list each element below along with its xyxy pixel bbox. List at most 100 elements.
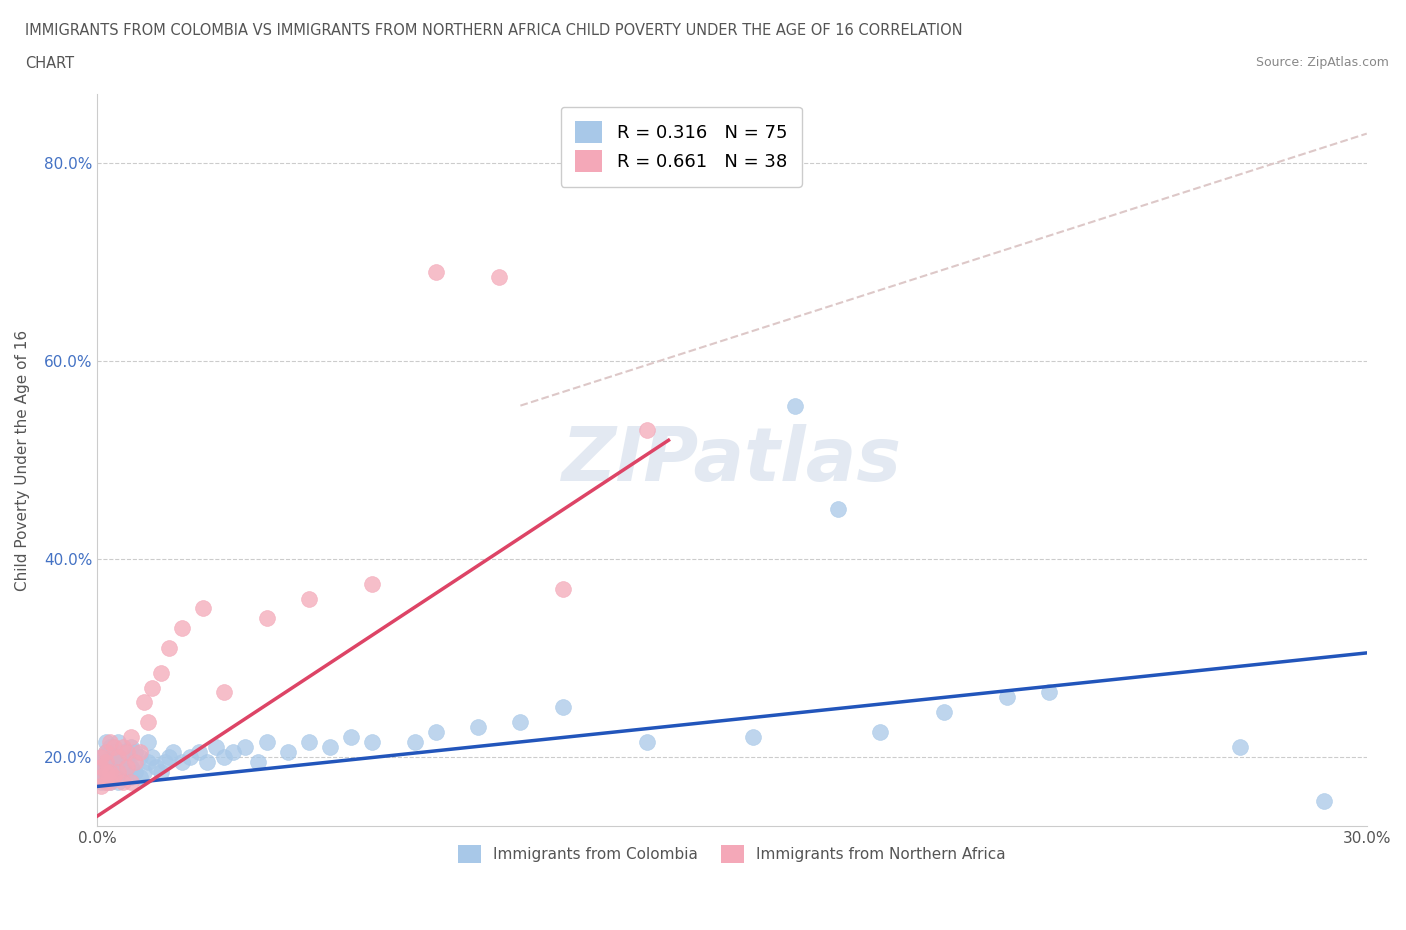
Point (361, 577, 384, 591)
Point (90, 764, 112, 779)
Point (467, 720, 489, 735)
Point (98, 764, 121, 779)
Point (157, 750, 180, 764)
Point (551, 700, 574, 715)
Point (103, 769, 125, 784)
Point (94, 754, 117, 769)
Point (170, 620, 193, 635)
Point (103, 744, 125, 759)
Point (103, 771, 125, 786)
Point (149, 764, 172, 779)
Point (111, 744, 134, 759)
Point (124, 754, 146, 769)
Y-axis label: Child Poverty Under the Age of 16: Child Poverty Under the Age of 16 (15, 329, 30, 591)
Point (107, 750, 129, 764)
Point (98, 774, 121, 789)
Point (98, 759, 121, 774)
Point (132, 764, 155, 779)
Point (128, 769, 150, 784)
Point (107, 735, 129, 750)
Point (204, 739, 226, 754)
Point (932, 705, 955, 720)
Point (256, 611, 278, 626)
Point (98, 735, 121, 750)
Point (94, 744, 117, 759)
Point (115, 759, 138, 774)
Point (551, 581, 574, 596)
Point (153, 754, 176, 769)
Point (132, 695, 155, 710)
Text: CHART: CHART (25, 56, 75, 71)
Point (221, 744, 243, 759)
Point (742, 729, 765, 744)
Point (277, 744, 299, 759)
Point (212, 685, 235, 700)
Point (340, 729, 363, 744)
Point (145, 759, 167, 774)
Point (298, 591, 321, 606)
Point (124, 764, 146, 779)
Point (1038, 685, 1060, 700)
Point (107, 764, 129, 779)
Point (103, 739, 125, 754)
Point (98, 764, 121, 779)
Point (141, 680, 163, 695)
Point (94, 769, 117, 784)
Point (256, 735, 278, 750)
Point (90, 750, 112, 764)
Point (995, 690, 1018, 705)
Point (90, 759, 112, 774)
Point (128, 744, 150, 759)
Point (361, 735, 384, 750)
Point (785, 398, 807, 413)
Point (187, 744, 209, 759)
Point (111, 769, 134, 784)
Point (128, 750, 150, 764)
Point (509, 715, 531, 730)
Text: IMMIGRANTS FROM COLOMBIA VS IMMIGRANTS FROM NORTHERN AFRICA CHILD POVERTY UNDER : IMMIGRANTS FROM COLOMBIA VS IMMIGRANTS F… (25, 23, 963, 38)
Point (98, 774, 121, 789)
Point (103, 754, 125, 769)
Point (247, 754, 270, 769)
Point (120, 774, 142, 789)
Legend: Immigrants from Colombia, Immigrants from Northern Africa: Immigrants from Colombia, Immigrants fro… (453, 839, 1012, 870)
Point (298, 735, 321, 750)
Point (90, 779, 112, 794)
Point (425, 265, 447, 280)
Point (111, 739, 134, 754)
Point (195, 754, 218, 769)
Point (94, 759, 117, 774)
Point (94, 744, 117, 759)
Point (124, 744, 146, 759)
Point (90, 774, 112, 789)
Point (869, 724, 891, 739)
Point (115, 750, 138, 764)
Point (90, 769, 112, 784)
Point (103, 764, 125, 779)
Point (636, 735, 658, 750)
Point (136, 754, 159, 769)
Point (235, 739, 257, 754)
Point (136, 715, 159, 730)
Point (1229, 739, 1251, 754)
Point (120, 759, 142, 774)
Point (94, 735, 117, 750)
Point (98, 750, 121, 764)
Point (319, 739, 342, 754)
Point (94, 764, 117, 779)
Point (120, 769, 142, 784)
Point (107, 774, 129, 789)
Text: Source: ZipAtlas.com: Source: ZipAtlas.com (1256, 56, 1389, 69)
Text: ZIPatlas: ZIPatlas (562, 423, 903, 497)
Point (115, 744, 138, 759)
Point (149, 665, 172, 680)
Point (90, 754, 112, 769)
Point (179, 750, 201, 764)
Point (94, 774, 117, 789)
Point (1313, 794, 1336, 809)
Point (425, 724, 447, 739)
Point (636, 423, 658, 438)
Point (827, 502, 849, 517)
Point (90, 759, 112, 774)
Point (115, 764, 138, 779)
